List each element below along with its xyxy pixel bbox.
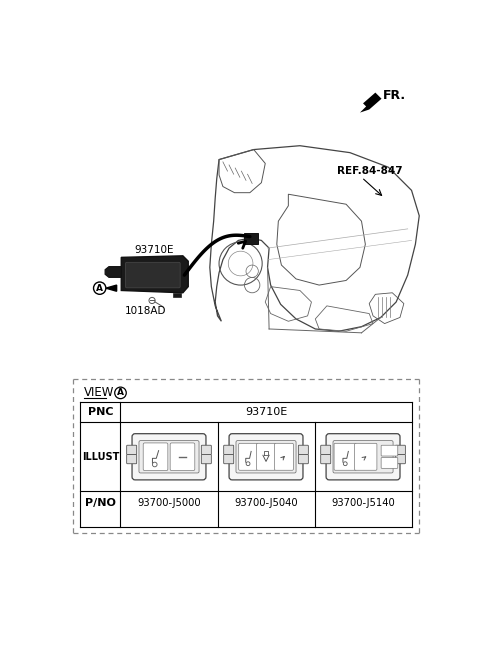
FancyBboxPatch shape — [299, 455, 308, 464]
Text: VIEW: VIEW — [84, 386, 115, 400]
FancyBboxPatch shape — [170, 443, 195, 470]
FancyBboxPatch shape — [229, 434, 303, 480]
Text: A: A — [96, 283, 103, 293]
Text: 1018AD: 1018AD — [125, 306, 167, 316]
FancyBboxPatch shape — [381, 445, 398, 456]
FancyBboxPatch shape — [321, 455, 331, 464]
Text: PNC: PNC — [88, 407, 113, 417]
FancyBboxPatch shape — [236, 441, 296, 473]
Text: REF.84-847: REF.84-847 — [337, 166, 403, 176]
FancyBboxPatch shape — [239, 443, 257, 470]
Text: 93700-J5040: 93700-J5040 — [234, 498, 298, 508]
Polygon shape — [360, 92, 382, 113]
Polygon shape — [106, 285, 117, 291]
FancyBboxPatch shape — [224, 455, 234, 464]
FancyBboxPatch shape — [132, 434, 206, 480]
FancyBboxPatch shape — [333, 441, 393, 473]
FancyBboxPatch shape — [224, 445, 234, 455]
Polygon shape — [105, 266, 121, 277]
FancyBboxPatch shape — [257, 443, 276, 470]
Text: A: A — [117, 388, 124, 398]
Polygon shape — [173, 293, 180, 297]
Text: 93710E: 93710E — [245, 407, 287, 417]
FancyBboxPatch shape — [326, 434, 400, 480]
FancyBboxPatch shape — [125, 262, 180, 288]
FancyBboxPatch shape — [321, 445, 331, 455]
FancyBboxPatch shape — [396, 445, 406, 455]
Polygon shape — [121, 256, 188, 293]
FancyBboxPatch shape — [201, 445, 211, 455]
FancyBboxPatch shape — [396, 455, 406, 464]
Text: ILLUST: ILLUST — [82, 452, 119, 462]
Text: 93700-J5140: 93700-J5140 — [331, 498, 395, 508]
FancyBboxPatch shape — [244, 234, 258, 244]
FancyBboxPatch shape — [275, 443, 293, 470]
Text: P/NO: P/NO — [85, 498, 116, 508]
FancyBboxPatch shape — [139, 441, 199, 473]
FancyBboxPatch shape — [143, 443, 168, 470]
FancyBboxPatch shape — [355, 443, 377, 470]
FancyBboxPatch shape — [381, 458, 398, 468]
Text: 93710E: 93710E — [134, 245, 174, 255]
Text: 93700-J5000: 93700-J5000 — [137, 498, 201, 508]
FancyBboxPatch shape — [127, 445, 137, 455]
FancyBboxPatch shape — [201, 455, 211, 464]
Text: FR.: FR. — [383, 89, 406, 102]
FancyBboxPatch shape — [299, 445, 308, 455]
FancyBboxPatch shape — [127, 455, 137, 464]
FancyBboxPatch shape — [334, 443, 357, 470]
